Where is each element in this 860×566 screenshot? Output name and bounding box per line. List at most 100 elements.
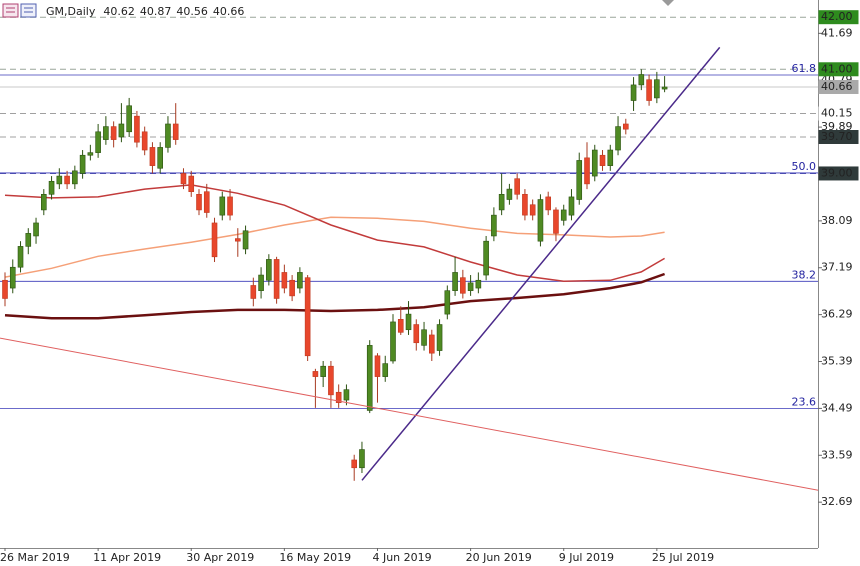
candle-body <box>56 175 63 185</box>
price-label-box <box>818 106 859 121</box>
candle-body <box>514 178 520 195</box>
candle-body <box>591 149 598 177</box>
candle-body <box>397 319 404 333</box>
candle-body <box>537 199 544 242</box>
candle-body <box>646 79 652 101</box>
candle-body <box>498 194 505 211</box>
candle-body <box>149 147 156 166</box>
candle-body <box>343 389 350 401</box>
y-tick-label: 36.29 <box>821 308 853 321</box>
candle-body <box>444 290 451 315</box>
candle-body <box>452 272 458 291</box>
trendline <box>0 337 819 491</box>
candle-body <box>630 84 637 101</box>
x-tick-label: 20 Jun 2019 <box>466 551 532 564</box>
price-label: 40.15 <box>821 107 853 120</box>
candle-body <box>273 259 280 299</box>
candle-body <box>545 196 552 211</box>
candle-body <box>654 79 660 99</box>
candle-body <box>95 131 101 153</box>
fib-label: 61.8 <box>792 62 817 75</box>
x-tick-label: 16 May 2019 <box>279 551 351 564</box>
candle-body <box>235 238 241 242</box>
moving-average <box>4 272 666 320</box>
candle-body <box>421 329 427 346</box>
candle-body <box>638 74 645 86</box>
candle-body <box>374 355 381 377</box>
candle-body <box>266 259 272 281</box>
candle-body <box>359 449 365 469</box>
candle-body <box>568 196 575 216</box>
candle-body <box>103 126 109 140</box>
trendline <box>361 46 721 481</box>
candle-body <box>475 279 482 289</box>
candle-body <box>118 123 125 138</box>
candle-body <box>242 230 249 250</box>
y-tick-label: 35.39 <box>821 355 853 368</box>
candle-body <box>584 157 590 185</box>
candle-body <box>188 175 195 192</box>
price-label: 40.66 <box>821 80 853 93</box>
candle-body <box>250 285 257 299</box>
candle-body <box>576 160 583 200</box>
candle-body <box>9 266 16 289</box>
chart-header: GM,Daily 40.62 40.87 40.56 40.66 <box>46 5 244 18</box>
candle-body <box>661 86 668 90</box>
y-tick-label: 32.69 <box>821 495 853 508</box>
price-label-box <box>818 62 859 77</box>
price-label: 41.00 <box>821 62 853 75</box>
candle-body <box>297 272 303 289</box>
y-tick-label: 39.89 <box>821 120 853 133</box>
symbol-icon <box>2 3 37 18</box>
candle-body <box>467 282 474 291</box>
candle-body <box>17 246 24 268</box>
x-tick-label: 25 Jul 2019 <box>652 551 714 564</box>
candle-body <box>79 154 86 174</box>
price-label: 42.00 <box>821 10 853 23</box>
price-label-box <box>818 166 859 181</box>
candle-body <box>126 105 132 133</box>
candle-body <box>615 126 621 151</box>
candle-body <box>165 123 171 148</box>
moving-average <box>4 216 665 278</box>
candle-body <box>312 371 319 377</box>
candle-body <box>48 180 55 195</box>
candle-body <box>203 191 210 213</box>
price-label-box <box>818 130 859 144</box>
ohlc-high: 40.87 <box>140 5 172 18</box>
candle-body <box>366 345 373 411</box>
candle-body <box>141 131 148 151</box>
x-tick-label: 26 Mar 2019 <box>0 551 70 564</box>
candle-body <box>335 391 342 403</box>
candle-body <box>460 277 466 294</box>
plot-area <box>0 16 819 491</box>
candle-body <box>553 209 559 234</box>
ohlc-close: 40.66 <box>213 5 245 18</box>
candle-body <box>382 363 389 377</box>
moving-average <box>4 184 665 283</box>
candle-body <box>351 459 358 469</box>
candle-body <box>522 194 528 216</box>
candle-body <box>227 196 233 216</box>
candle-body <box>405 313 412 331</box>
y-tick-label: 33.59 <box>821 448 853 461</box>
candle-body <box>281 272 288 289</box>
y-tick-label: 41.69 <box>821 26 853 39</box>
candle-body <box>506 188 513 200</box>
candle-body <box>40 194 47 211</box>
fib-label: 50.0 <box>792 160 817 173</box>
candle-body <box>64 175 70 185</box>
chart-shift-marker <box>662 0 674 6</box>
candle-body <box>180 173 187 185</box>
x-tick-label: 9 Jul 2019 <box>559 551 614 564</box>
x-tick-label: 11 Apr 2019 <box>93 551 161 564</box>
fib-label: 23.6 <box>792 395 817 408</box>
candle-body <box>219 196 226 216</box>
candle-body <box>428 334 435 354</box>
candle-body <box>289 279 295 297</box>
candle-body <box>390 321 396 362</box>
chart-title: GM,Daily <box>46 5 96 18</box>
